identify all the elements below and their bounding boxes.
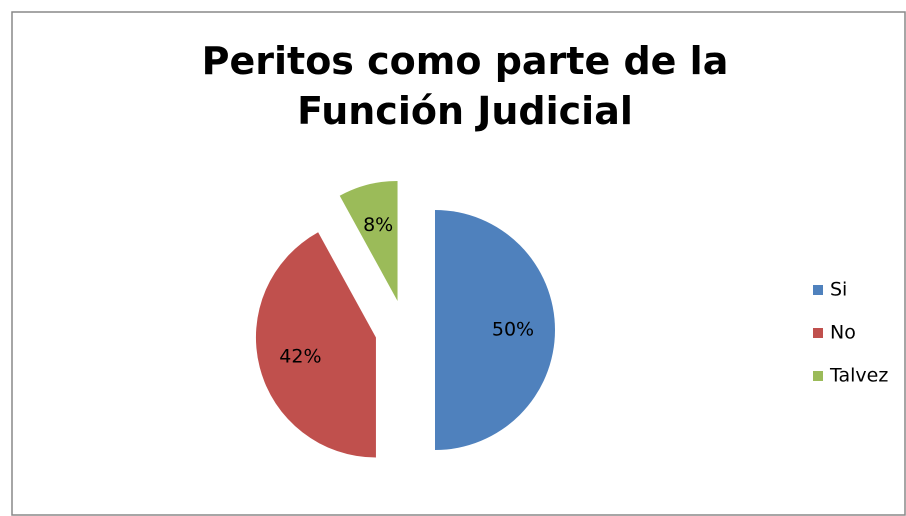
pie-slice [255, 232, 376, 458]
data-label: 8% [363, 214, 393, 236]
pie-slice [339, 180, 398, 301]
legend-swatch [813, 371, 823, 381]
legend-label: No [830, 322, 856, 344]
pie-slice [435, 210, 555, 450]
legend-swatch [813, 328, 823, 338]
data-label: 42% [279, 345, 321, 367]
chart-title: Peritos como parte de la Función Judicia… [201, 39, 729, 133]
legend-label: Talvez [829, 365, 888, 387]
data-label: 50% [492, 319, 534, 341]
legend-label: Si [830, 279, 847, 301]
legend-swatch [813, 285, 823, 295]
